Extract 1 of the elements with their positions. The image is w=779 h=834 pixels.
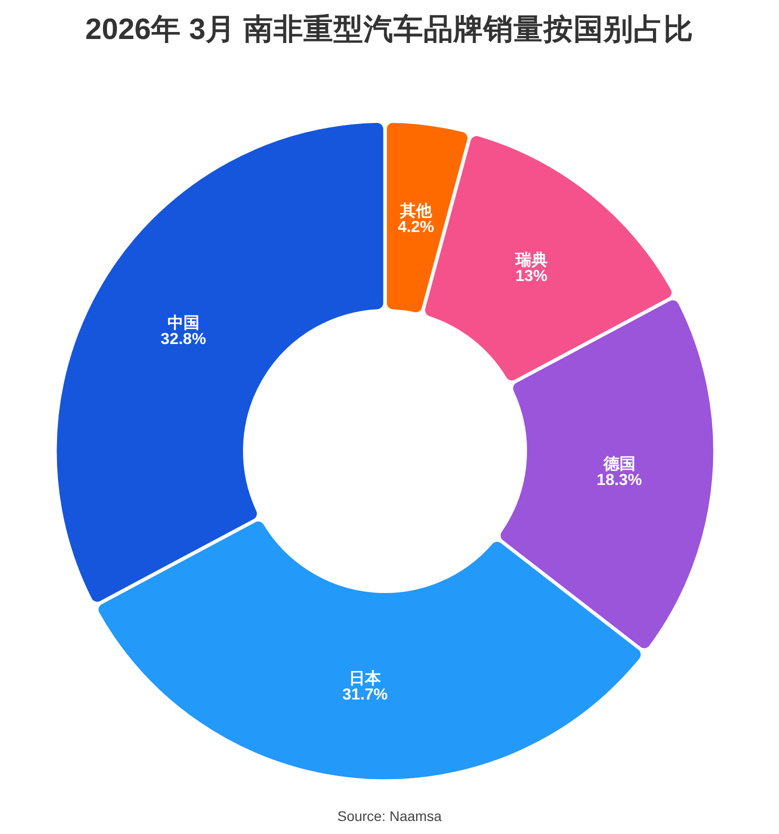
title: 2026年 3月 南非重型汽车品牌销量按国别占比: [85, 13, 694, 46]
